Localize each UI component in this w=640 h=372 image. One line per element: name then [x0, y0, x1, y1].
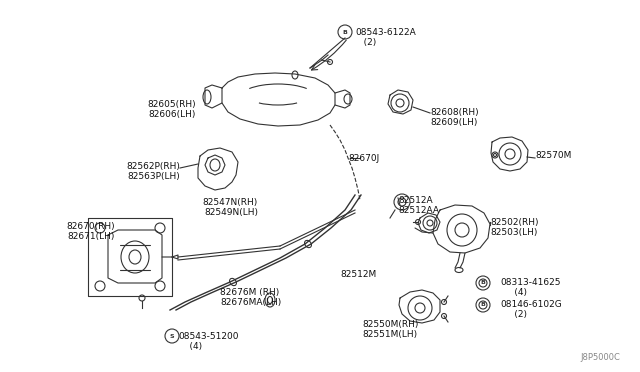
Text: 08543-51200
    (4): 08543-51200 (4): [178, 332, 239, 352]
Text: 82605(RH)
82606(LH): 82605(RH) 82606(LH): [147, 100, 196, 119]
Text: 82670J: 82670J: [348, 154, 380, 163]
Text: S: S: [170, 334, 174, 339]
Text: 82670(RH)
82671(LH): 82670(RH) 82671(LH): [67, 222, 115, 241]
Text: 08543-6122A
   (2): 08543-6122A (2): [355, 28, 416, 47]
Text: J8P5000C: J8P5000C: [580, 353, 620, 362]
Text: 82512M: 82512M: [340, 270, 376, 279]
Text: 82547N(RH)
82549N(LH): 82547N(RH) 82549N(LH): [203, 198, 258, 217]
Text: 82512A
82512AA: 82512A 82512AA: [398, 196, 439, 215]
Text: 08313-41625
     (4): 08313-41625 (4): [500, 278, 561, 297]
Text: 08146-6102G
     (2): 08146-6102G (2): [500, 300, 562, 320]
Text: 82502(RH)
82503(LH): 82502(RH) 82503(LH): [490, 218, 538, 237]
Text: 82550M(RH)
82551M(LH): 82550M(RH) 82551M(LH): [362, 320, 419, 339]
Text: 82676M (RH)
82676MA(LH): 82676M (RH) 82676MA(LH): [220, 288, 281, 307]
Text: 82570M: 82570M: [535, 151, 572, 160]
Text: 82608(RH)
82609(LH): 82608(RH) 82609(LH): [430, 108, 479, 127]
Text: B: B: [481, 302, 485, 308]
Text: B: B: [481, 280, 485, 285]
Text: 82562P(RH)
82563P(LH): 82562P(RH) 82563P(LH): [126, 162, 180, 182]
Text: B: B: [342, 29, 348, 35]
